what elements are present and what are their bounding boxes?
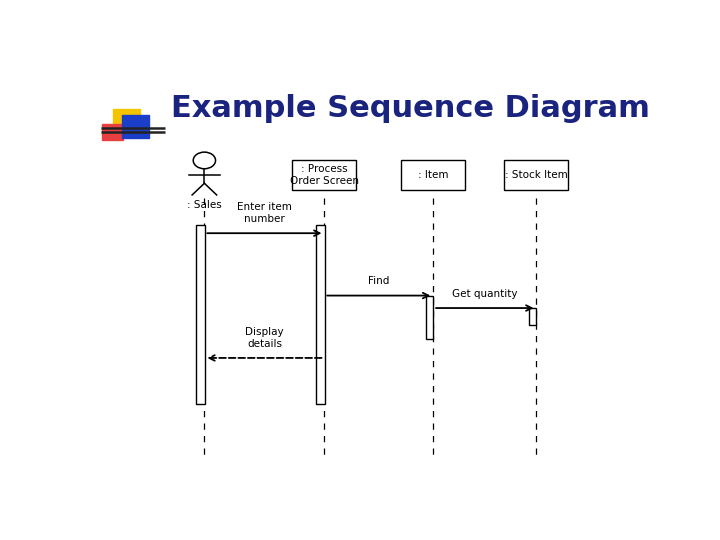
- Text: Enter item
number: Enter item number: [237, 202, 292, 224]
- Bar: [316, 225, 325, 404]
- Bar: [504, 160, 569, 190]
- Text: : Stock Item: : Stock Item: [505, 170, 568, 180]
- Text: Find: Find: [368, 276, 390, 286]
- Bar: [529, 308, 536, 325]
- Text: Display
details: Display details: [245, 327, 284, 349]
- Text: Example Sequence Diagram: Example Sequence Diagram: [171, 94, 649, 123]
- Text: : Item: : Item: [418, 170, 449, 180]
- Text: : Process
Order Screen: : Process Order Screen: [290, 164, 359, 186]
- Bar: [401, 160, 465, 190]
- Text: : Sales: : Sales: [187, 200, 222, 210]
- Text: Get quantity: Get quantity: [452, 289, 518, 299]
- Bar: [426, 295, 433, 339]
- Bar: [122, 114, 149, 138]
- Bar: [197, 225, 204, 404]
- Bar: [114, 109, 140, 129]
- Bar: [102, 124, 124, 140]
- Bar: [292, 160, 356, 190]
